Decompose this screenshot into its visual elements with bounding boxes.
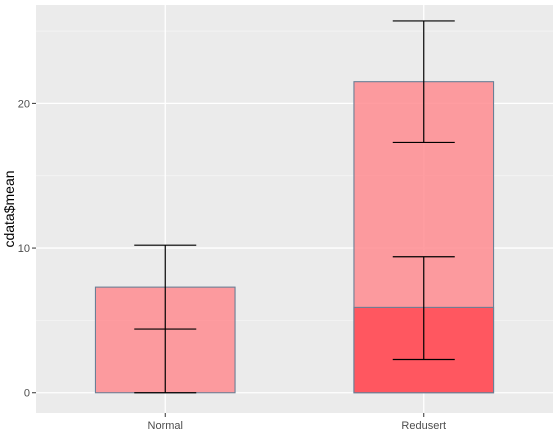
x-tick-label-redusert: Redusert [401, 420, 446, 432]
error-bars [134, 20, 455, 394]
error-bar-redusert [392, 20, 455, 144]
x-tick-label-normal: Normal [148, 420, 183, 432]
y-axis-ticks: 0 10 20 [18, 98, 36, 400]
y-tick-label: 10 [18, 243, 30, 255]
error-bar-redusert [392, 256, 455, 361]
error-bar-normal [134, 244, 197, 394]
y-tick-label: 20 [18, 98, 30, 110]
x-axis-ticks: Normal Redusert [148, 413, 446, 432]
y-axis-title: cdata$mean [1, 170, 17, 247]
y-tick-label: 0 [24, 388, 30, 400]
